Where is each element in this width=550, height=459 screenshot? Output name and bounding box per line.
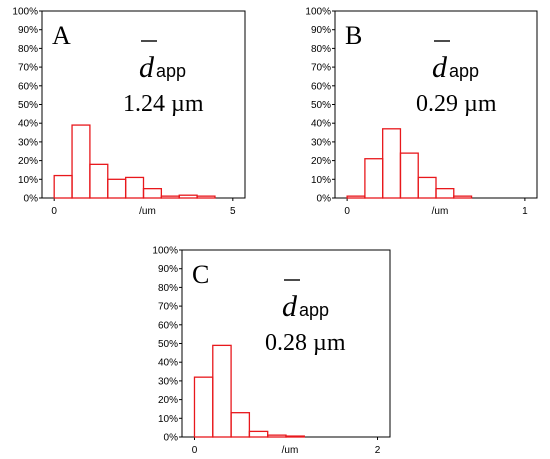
histogram-bar xyxy=(453,195,473,199)
histogram-bar xyxy=(71,124,91,199)
stat-value: 0.29 µm xyxy=(416,91,497,117)
y-tick-label: 50% xyxy=(158,339,178,350)
histogram-bar xyxy=(417,176,437,199)
y-tick-label: 80% xyxy=(311,44,331,55)
histogram-bar xyxy=(230,412,251,438)
y-tick-label: 10% xyxy=(18,175,38,186)
x-axis-label: /um xyxy=(139,206,156,217)
y-tick-label: 100% xyxy=(12,7,38,18)
histogram-bar xyxy=(399,152,419,199)
histogram-bar xyxy=(196,195,216,199)
stat-subscript: app xyxy=(156,61,186,81)
y-tick-label: 30% xyxy=(311,137,331,148)
y-tick-label: 90% xyxy=(18,25,38,36)
x-tick-label: 1 xyxy=(522,206,528,217)
y-tick-label: 10% xyxy=(311,175,331,186)
y-tick-label: 70% xyxy=(311,63,331,74)
stat-subscript: app xyxy=(299,300,329,320)
x-axis-label: /um xyxy=(282,445,299,456)
y-tick-label: 50% xyxy=(311,100,331,111)
x-tick-label: 2 xyxy=(375,445,381,456)
y-tick-label: 0% xyxy=(24,194,39,205)
y-tick-label: 30% xyxy=(18,137,38,148)
x-tick-label: 5 xyxy=(230,206,236,217)
y-tick-label: 20% xyxy=(158,395,178,406)
y-tick-label: 10% xyxy=(158,414,178,425)
plot-frame xyxy=(41,10,246,199)
y-tick-label: 70% xyxy=(158,302,178,313)
histogram-bar xyxy=(142,187,163,199)
y-tick-label: 0% xyxy=(164,433,179,444)
stat-subscript: app xyxy=(449,61,479,81)
plot-frame xyxy=(181,249,391,438)
y-tick-label: 70% xyxy=(18,63,38,74)
panel-letter: A xyxy=(52,21,71,50)
y-tick-label: 30% xyxy=(158,376,178,387)
x-tick-label: 0 xyxy=(192,445,198,456)
histogram-bar xyxy=(124,176,145,199)
stat-symbol: d xyxy=(282,290,298,323)
panel-a: 0% 10% 20% 30% 40% 50% 60% 70% 80% 90% 100% 0 5/um Ad… xyxy=(12,7,246,217)
y-tick-label: 90% xyxy=(158,264,178,275)
histogram-bar xyxy=(285,435,305,438)
y-tick-label: 100% xyxy=(152,246,178,257)
histogram-bar xyxy=(435,187,455,199)
panel-letter: B xyxy=(345,21,362,50)
histogram-bar xyxy=(248,430,269,438)
stat-value: 1.24 µm xyxy=(123,91,204,117)
y-tick-label: 60% xyxy=(311,81,331,92)
plot-frame xyxy=(334,10,538,199)
stat-symbol: d xyxy=(432,51,448,84)
y-tick-label: 60% xyxy=(18,81,38,92)
y-tick-label: 60% xyxy=(158,320,178,331)
panel-letter: C xyxy=(192,260,209,289)
y-tick-label: 50% xyxy=(18,100,38,111)
x-tick-label: 0 xyxy=(51,206,57,217)
y-tick-label: 90% xyxy=(311,25,331,36)
y-tick-label: 80% xyxy=(158,283,178,294)
panel-b: 0% 10% 20% 30% 40% 50% 60% 70% 80% 90% 100% 0 1/um Bd… xyxy=(305,7,538,217)
y-tick-label: 40% xyxy=(18,119,38,130)
histogram-bar xyxy=(212,344,232,438)
x-axis-label: /um xyxy=(432,206,449,217)
y-tick-label: 0% xyxy=(317,194,332,205)
x-tick-label: 0 xyxy=(344,206,350,217)
y-tick-label: 100% xyxy=(305,7,331,18)
y-tick-label: 40% xyxy=(158,358,178,369)
panel-c: 0% 10% 20% 30% 40% 50% 60% 70% 80% 90% 100% 0 2/um Cd… xyxy=(152,246,391,456)
y-tick-label: 40% xyxy=(311,119,331,130)
stat-value: 0.28 µm xyxy=(265,330,346,356)
y-tick-label: 20% xyxy=(311,156,331,167)
y-tick-label: 80% xyxy=(18,44,38,55)
y-tick-label: 20% xyxy=(18,156,38,167)
stat-symbol: d xyxy=(139,51,155,84)
